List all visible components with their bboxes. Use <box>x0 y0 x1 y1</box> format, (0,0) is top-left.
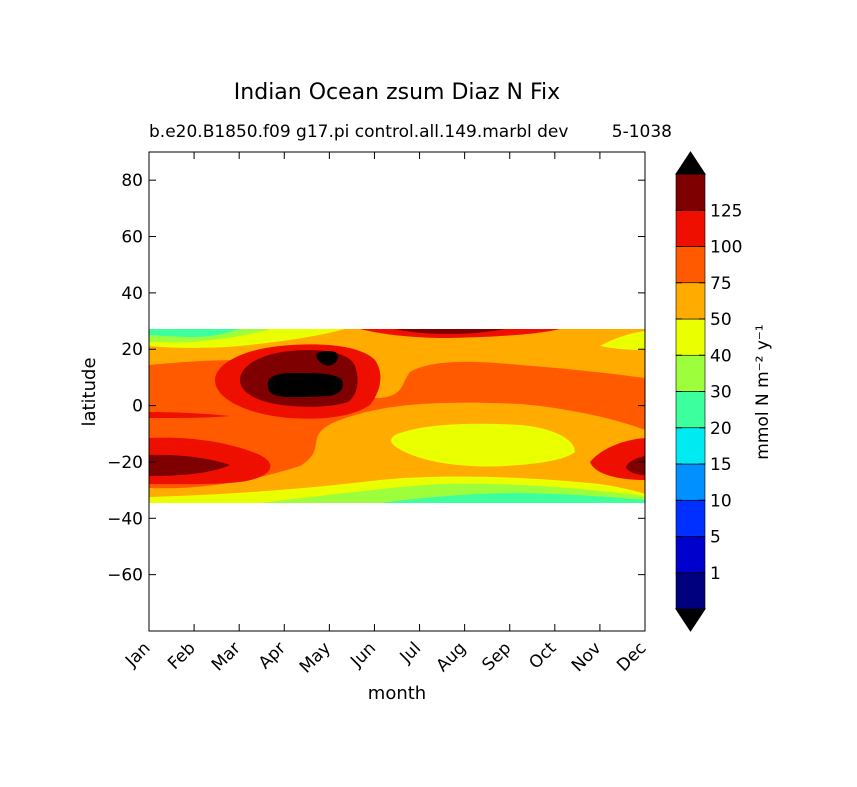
y-tick-label: 80 <box>121 171 143 191</box>
contour-band-100-eq <box>149 412 230 418</box>
contour-band-50-north <box>149 329 645 398</box>
contour-field <box>149 329 645 503</box>
contour-band-40-north-right <box>600 331 645 350</box>
contour-band-over-nh-2 <box>316 351 338 366</box>
y-tick-label: 20 <box>121 340 143 360</box>
colorbar-tick-label: 5 <box>710 528 721 548</box>
colorbar-under-extension <box>675 608 706 632</box>
colorbar-segment <box>675 282 706 320</box>
colorbar-segment <box>675 354 706 392</box>
colorbar-tick-label: 100 <box>710 238 742 258</box>
colorbar-segment <box>675 536 706 574</box>
colorbar-tick-label: 1 <box>710 564 721 584</box>
colorbar-segment <box>675 209 706 247</box>
colorbar-label: mmol N m⁻² y⁻¹ <box>753 324 773 459</box>
colorbar-segment <box>675 572 706 610</box>
x-axis-label: month <box>368 683 426 704</box>
x-tick-label: May <box>296 638 335 677</box>
x-tick-label: Nov <box>568 638 606 676</box>
colorbar-segment <box>675 173 706 211</box>
colorbar-tick-label: 20 <box>710 419 732 439</box>
colorbar-tick-label: 30 <box>710 383 732 403</box>
x-tick-label: Sep <box>478 638 515 675</box>
chart-subtitle-right: 5-1038 <box>612 122 672 142</box>
colorbar-segment <box>675 499 706 537</box>
y-tick-label: 60 <box>121 228 143 248</box>
x-tick-label: Jan <box>121 638 154 671</box>
y-axis: 80 60 40 20 0 −20 −40 −60 <box>107 171 645 586</box>
x-tick-label: Oct <box>525 638 560 673</box>
plot-area-frame <box>148 151 646 632</box>
contour-band-125-top <box>395 329 505 334</box>
colorbar-segment <box>675 391 706 429</box>
contour-band-20-north <box>149 329 240 337</box>
colorbar-tick-label: 15 <box>710 455 732 475</box>
contour-band-40-center <box>391 423 575 467</box>
y-tick-label: −40 <box>107 509 143 529</box>
x-tick-label: Feb <box>164 638 199 673</box>
y-axis-label: latitude <box>79 357 100 426</box>
contour-band-over-nh <box>267 372 343 398</box>
colorbar-segment <box>675 427 706 465</box>
y-tick-label: −60 <box>107 566 143 586</box>
x-tick-label: Apr <box>255 638 290 673</box>
colorbar-tick-label: 75 <box>710 274 732 294</box>
y-tick-label: 0 <box>132 397 143 417</box>
x-tick-label: Dec <box>613 638 650 675</box>
x-tick-label: Aug <box>433 638 471 676</box>
contour-band-125-sh-left <box>149 454 230 476</box>
chart-title: Indian Ocean zsum Diaz N Fix <box>234 80 560 105</box>
chart-subtitle-left: b.e20.B1850.f09 g17.pi control.all.149.m… <box>149 122 568 142</box>
contour-band-20-south <box>380 493 645 503</box>
x-tick-label: Jun <box>346 638 380 672</box>
colorbar-segment <box>675 246 706 284</box>
y-tick-label: −20 <box>107 453 143 473</box>
x-tick-label: Mar <box>208 638 245 675</box>
x-tick-label: Jul <box>396 638 425 667</box>
colorbar-tick-label: 10 <box>710 491 732 511</box>
contour-band-125-sh-right <box>626 456 645 475</box>
colorbar-tick-label: 40 <box>710 346 732 366</box>
colorbar-over-extension <box>675 151 706 175</box>
colorbar-segment <box>675 463 706 501</box>
y-tick-label: 40 <box>121 284 143 304</box>
colorbar-segment <box>675 318 706 356</box>
colorbar-tick-label: 125 <box>710 201 742 221</box>
colorbar-tick-label: 50 <box>710 310 732 330</box>
